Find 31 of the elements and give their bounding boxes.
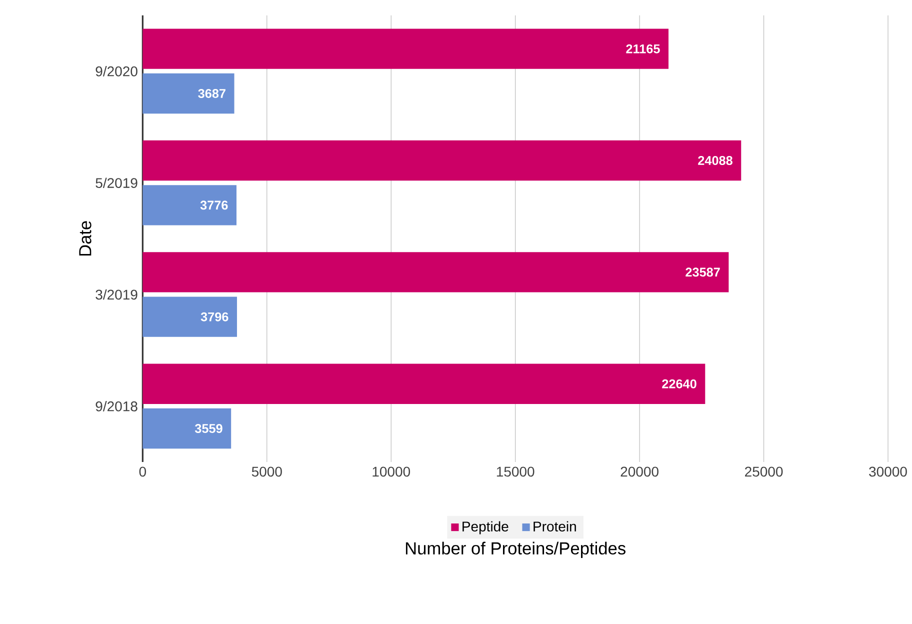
bar (142, 408, 232, 449)
legend-label: Protein (534, 521, 576, 532)
bar (142, 364, 706, 404)
data-label: 3687 (198, 89, 226, 98)
bar (142, 185, 236, 226)
bar (142, 296, 237, 337)
data-label: 3776 (200, 200, 228, 210)
y-tick-label: 3/2019 (96, 289, 138, 300)
data-label: 3796 (200, 312, 228, 322)
bar (142, 73, 234, 114)
y-tick-label: 5/2019 (96, 178, 138, 188)
data-label: 22640 (662, 379, 696, 388)
bar (142, 28, 669, 69)
x-tick-label: 30000 (869, 466, 907, 477)
y-tick-label: 9/2020 (96, 66, 138, 76)
data-label: 23587 (686, 268, 720, 277)
x-tick-label: 15000 (496, 466, 534, 477)
x-tick-label: 20000 (620, 466, 658, 477)
legend-label: Peptide (462, 521, 508, 534)
y-tick-label: 9/2018 (96, 401, 138, 412)
y-axis-title: Date (79, 221, 92, 256)
data-label: 3559 (194, 424, 222, 433)
x-tick-label: 25000 (745, 466, 783, 477)
data-label: 21165 (626, 44, 660, 54)
bar (142, 252, 729, 292)
data-label: 24088 (698, 156, 732, 165)
x-tick-label: 5000 (252, 466, 282, 477)
x-axis-title: Number of Proteins/Peptides (406, 542, 626, 558)
x-tick-label: 10000 (372, 466, 410, 477)
x-tick-label: 0 (139, 466, 146, 477)
bar (142, 140, 742, 181)
